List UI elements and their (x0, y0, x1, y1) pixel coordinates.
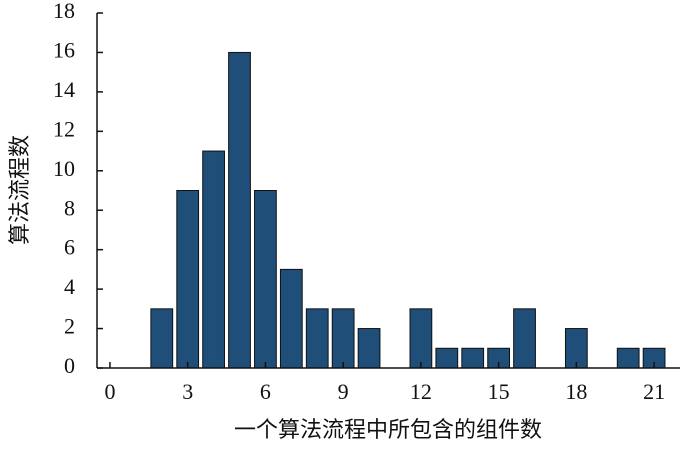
y-tick-label: 4 (64, 274, 75, 299)
bar (357, 328, 381, 369)
bar (150, 308, 174, 369)
x-tick-label: 12 (410, 379, 432, 404)
bar (279, 268, 303, 369)
y-tick-label: 8 (64, 195, 75, 220)
y-tick-label: 14 (53, 77, 75, 102)
y-tick-label: 10 (53, 156, 75, 181)
x-axis-label: 一个算法流程中所包含的组件数 (234, 417, 542, 442)
x-tick-label: 15 (488, 379, 510, 404)
bar (202, 150, 225, 369)
bar (409, 308, 433, 369)
bar (616, 347, 640, 369)
bar (176, 190, 200, 369)
bar (305, 308, 329, 369)
y-tick-label: 12 (53, 116, 75, 141)
x-tick-label: 18 (565, 379, 587, 404)
x-tick-label: 21 (643, 379, 665, 404)
x-tick-label: 0 (104, 379, 115, 404)
x-tick-label: 9 (338, 379, 349, 404)
bar (254, 190, 277, 369)
y-axis-label: 算法流程数 (7, 135, 32, 245)
y-tick-label: 18 (53, 0, 75, 23)
x-tick-label: 3 (182, 379, 193, 404)
bar (331, 308, 355, 369)
x-tick-label: 6 (260, 379, 271, 404)
y-tick-label: 16 (53, 37, 75, 62)
y-tick-label: 6 (64, 235, 75, 260)
bar (461, 347, 485, 369)
y-tick-label: 2 (64, 314, 75, 339)
bar (513, 308, 536, 369)
bar (435, 347, 459, 369)
bar (228, 51, 251, 369)
y-tick-label: 0 (64, 353, 75, 378)
